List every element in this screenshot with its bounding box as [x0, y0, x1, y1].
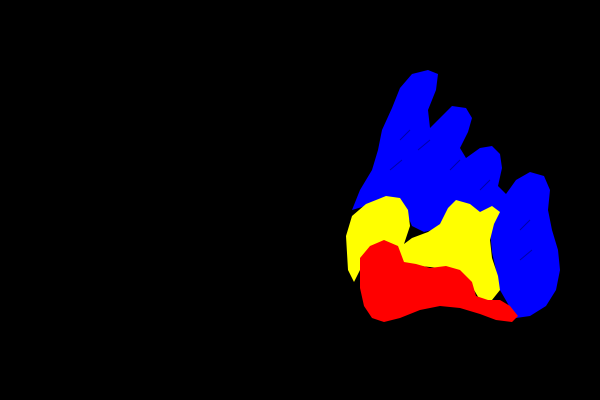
blue-region — [352, 70, 560, 318]
red-region — [360, 240, 518, 322]
edge-texture — [389, 129, 533, 261]
